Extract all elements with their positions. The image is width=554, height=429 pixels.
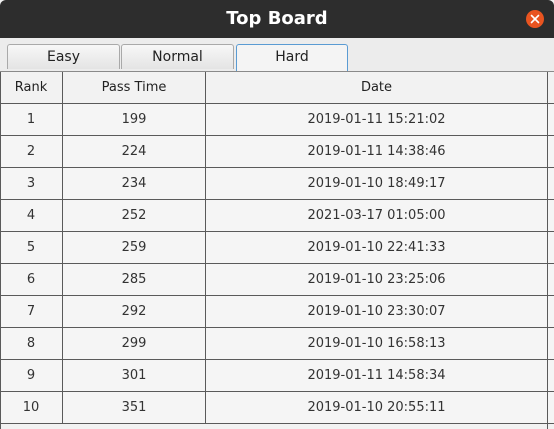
rank-cell: 8: [0, 328, 63, 359]
date-cell: 2019-01-10 23:25:06: [307, 272, 446, 287]
rank-cell: 3: [0, 168, 63, 199]
rank-cell: 6: [0, 264, 63, 295]
column-header-rank[interactable]: Rank: [0, 72, 63, 103]
tab-hard[interactable]: Hard: [236, 44, 348, 71]
leaderboard-table: Rank Pass Time Date 1 199 2019-01-11 15:…: [0, 72, 554, 424]
date-cell: 2019-01-11 15:21:02: [307, 112, 446, 127]
window-title: Top Board: [226, 8, 328, 29]
date-cell: 2019-01-10 22:41:33: [307, 240, 446, 255]
rank-cell: 4: [0, 200, 63, 231]
pass-time-cell: 299: [63, 328, 206, 359]
rank-cell: 10: [0, 392, 63, 423]
table-row[interactable]: 10 351 2019-01-10 20:55:11: [0, 392, 554, 424]
pass-time-cell: 259: [63, 232, 206, 263]
table-left-border: [0, 72, 1, 429]
column-header-date[interactable]: Date: [360, 80, 393, 95]
table-row[interactable]: 1 199 2019-01-11 15:21:02: [0, 104, 554, 136]
pass-time-cell: 252: [63, 200, 206, 231]
pass-time-cell: 351: [63, 392, 206, 423]
column-header-pass-time[interactable]: Pass Time: [63, 72, 206, 103]
title-bar: Top Board: [0, 0, 554, 38]
rank-cell: 5: [0, 232, 63, 263]
date-cell: 2019-01-10 20:55:11: [307, 400, 446, 415]
date-cell: 2019-01-10 23:30:07: [307, 304, 446, 319]
date-cell: 2019-01-10 18:49:17: [307, 176, 446, 191]
pass-time-cell: 224: [63, 136, 206, 167]
tab-normal[interactable]: Normal: [121, 44, 234, 69]
rank-cell: 2: [0, 136, 63, 167]
table-row[interactable]: 9 301 2019-01-11 14:58:34: [0, 360, 554, 392]
date-cell: 2019-01-11 14:38:46: [307, 144, 446, 159]
rank-cell: 1: [0, 104, 63, 135]
tab-easy[interactable]: Easy: [7, 44, 120, 69]
close-button[interactable]: [526, 10, 544, 28]
date-cell: 2019-01-10 16:58:13: [307, 336, 446, 351]
difficulty-tabs: Easy Normal Hard: [0, 38, 554, 72]
table-right-border: [547, 72, 548, 429]
rank-cell: 7: [0, 296, 63, 327]
table-row[interactable]: 3 234 2019-01-10 18:49:17: [0, 168, 554, 200]
table-header-row: Rank Pass Time Date: [0, 72, 554, 104]
table-row[interactable]: 5 259 2019-01-10 22:41:33: [0, 232, 554, 264]
close-icon: [530, 14, 540, 24]
pass-time-cell: 199: [63, 104, 206, 135]
table-row[interactable]: 4 252 2021-03-17 01:05:00: [0, 200, 554, 232]
pass-time-cell: 285: [63, 264, 206, 295]
rank-cell: 9: [0, 360, 63, 391]
table-row[interactable]: 8 299 2019-01-10 16:58:13: [0, 328, 554, 360]
table-row[interactable]: 7 292 2019-01-10 23:30:07: [0, 296, 554, 328]
table-row[interactable]: 2 224 2019-01-11 14:38:46: [0, 136, 554, 168]
pass-time-cell: 292: [63, 296, 206, 327]
date-cell: 2019-01-11 14:58:34: [307, 368, 446, 383]
pass-time-cell: 234: [63, 168, 206, 199]
date-cell: 2021-03-17 01:05:00: [307, 208, 446, 223]
table-row[interactable]: 6 285 2019-01-10 23:25:06: [0, 264, 554, 296]
pass-time-cell: 301: [63, 360, 206, 391]
